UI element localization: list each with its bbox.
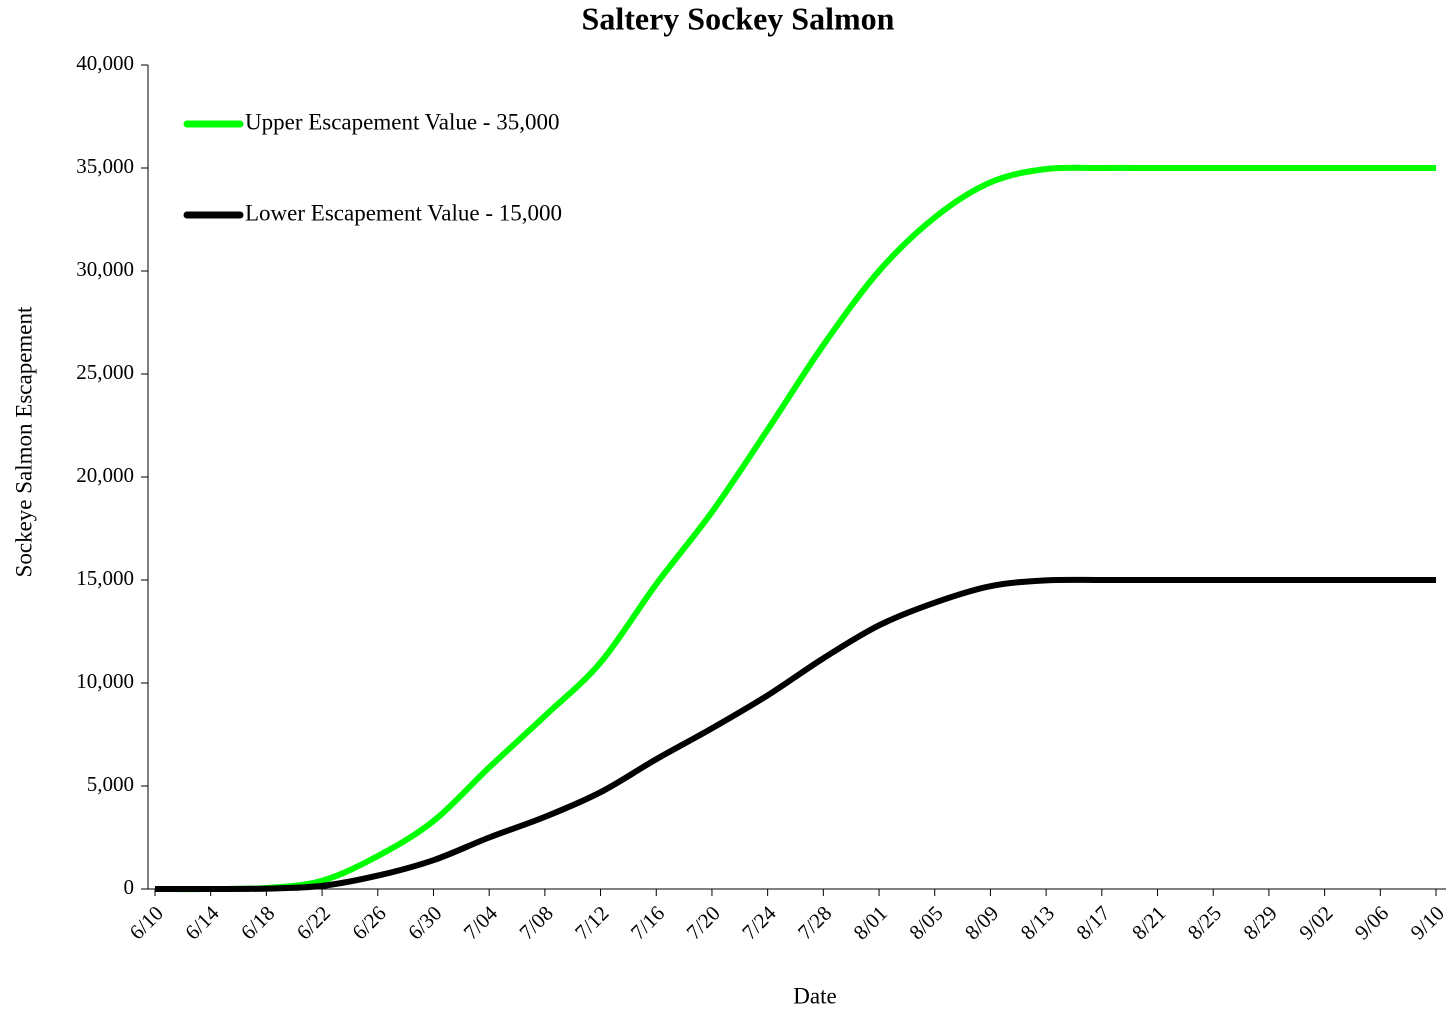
x-tick-label: 9/10 [1406,901,1449,944]
y-tick-label: 5,000 [87,772,134,796]
x-tick-label: 6/30 [403,901,446,944]
x-tick-label: 8/25 [1183,901,1226,944]
x-tick-label: 7/08 [514,901,557,944]
x-tick-label: 7/28 [793,901,836,944]
chart-title: Saltery Sockey Salmon [582,0,895,36]
x-tick-label: 6/22 [292,901,335,944]
y-axis-title: Sockeye Salmon Escapement [11,306,36,577]
x-tick-label: 8/01 [849,901,892,944]
y-tick-label: 35,000 [76,154,134,178]
x-tick-label: 8/09 [960,901,1003,944]
x-tick-label: 9/02 [1294,901,1337,944]
legend-label: Lower Escapement Value - 15,000 [245,200,562,225]
x-tick-label: 6/14 [180,901,224,945]
x-tick-label: 8/21 [1127,901,1170,944]
y-tick-label: 10,000 [76,669,134,693]
legend-label: Upper Escapement Value - 35,000 [245,109,559,134]
x-tick-label: 9/06 [1350,901,1393,944]
x-axis-title: Date [793,983,836,1008]
x-tick-label: 8/17 [1071,901,1114,944]
x-tick-label: 7/04 [459,901,503,945]
y-tick-label: 25,000 [76,360,134,384]
y-tick-label: 40,000 [76,51,134,75]
x-tick-label: 6/10 [125,901,168,944]
x-tick-label: 7/12 [570,901,613,944]
x-tick-label: 7/16 [626,901,669,944]
x-tick-label: 7/20 [682,901,725,944]
y-tick-label: 15,000 [76,566,134,590]
y-tick-label: 0 [124,875,135,899]
x-tick-label: 8/29 [1238,901,1281,944]
series-line [154,576,1436,893]
x-tick-label: 6/26 [347,901,390,944]
y-tick-label: 30,000 [76,257,134,281]
x-tick-label: 6/18 [236,901,279,944]
x-tick-label: 8/05 [904,901,947,944]
y-tick-label: 20,000 [76,463,134,487]
series-line [154,164,1436,893]
x-tick-label: 7/24 [737,901,781,945]
x-tick-label: 8/13 [1016,901,1059,944]
